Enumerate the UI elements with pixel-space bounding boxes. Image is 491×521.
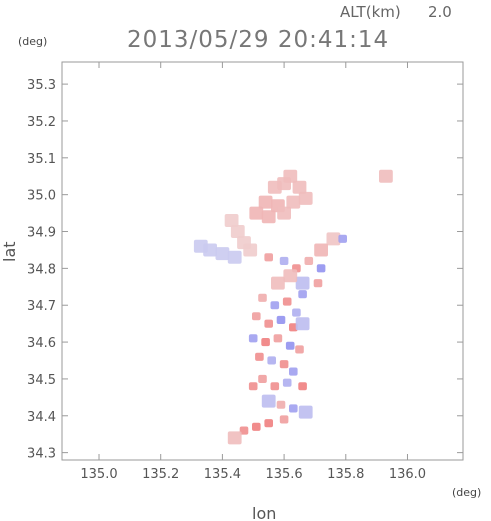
echo-cell	[289, 323, 298, 332]
echo-cell	[249, 206, 264, 220]
echo-cell	[248, 334, 258, 343]
y-tick-label: 34.4	[27, 410, 56, 425]
echo-cell	[255, 352, 264, 361]
y-tick-label: 35.1	[27, 152, 56, 167]
echo-cell	[215, 247, 230, 261]
echo-cell	[298, 290, 307, 299]
plot-frame	[61, 61, 464, 461]
x-tick-label: 135.4	[204, 467, 241, 482]
x-axis: 135.0 135.2 135.4 135.6 135.8 136.0	[80, 62, 426, 482]
echo-cell	[271, 276, 285, 290]
echo-cell	[227, 250, 242, 264]
echo-cell	[338, 234, 347, 243]
echo-cell	[261, 394, 276, 408]
cells-layer	[193, 169, 393, 445]
echo-cell	[316, 264, 326, 273]
echo-cell	[289, 404, 298, 413]
y-axis: 34.3 34.4 34.5 34.6 34.7 34.8 34.9 35.0 35.1 35.2…	[27, 78, 463, 462]
echo-cell	[276, 400, 286, 409]
y-tick-label: 35.3	[27, 78, 56, 93]
echo-cell	[243, 243, 258, 257]
echo-cell	[239, 426, 249, 435]
echo-cell	[224, 214, 239, 227]
echo-cell	[267, 180, 282, 194]
x-tick-label: 135.6	[265, 467, 302, 482]
x-unit-label: (deg)	[452, 486, 481, 499]
echo-cell	[326, 232, 341, 246]
echo-cell	[276, 315, 286, 324]
echo-cell	[270, 301, 280, 310]
echo-cell	[298, 405, 313, 419]
echo-cell	[279, 415, 289, 424]
echo-cell	[295, 317, 310, 331]
echo-cell	[270, 382, 280, 391]
echo-cell	[282, 378, 292, 387]
echo-cell	[313, 279, 323, 288]
echo-cell	[261, 338, 270, 347]
echo-cell	[273, 334, 283, 343]
chart-title: 2013/05/29 20:41:14	[127, 27, 389, 53]
echo-cell	[298, 382, 307, 391]
echo-cell	[258, 293, 267, 302]
x-tick-label: 135.8	[327, 467, 364, 482]
echo-cell	[298, 191, 313, 205]
y-tick-label: 34.6	[27, 336, 56, 351]
y-tick-label: 34.7	[27, 299, 56, 314]
header: ALT(km) 2.0 2013/05/29 20:41:14 (deg) (d…	[18, 3, 481, 499]
echo-cell	[252, 312, 261, 321]
echo-cell	[285, 341, 295, 350]
echo-cell	[283, 169, 298, 183]
y-tick-label: 34.9	[27, 226, 56, 241]
echo-cell	[292, 180, 307, 194]
plot-area: 135.0 135.2 135.4 135.6 135.8 136.0 34.334.43…	[27, 61, 464, 482]
echo-cell	[261, 210, 276, 224]
echo-cell	[289, 367, 298, 376]
y-axis-label: lat	[0, 241, 19, 262]
echo-cell	[304, 256, 314, 265]
echo-cell	[277, 206, 291, 220]
echo-cell	[283, 269, 298, 283]
echo-cell	[314, 243, 328, 257]
echo-cell	[248, 382, 258, 391]
y-tick-label: 34.8	[27, 262, 56, 277]
echo-cell	[267, 356, 276, 365]
y-tick-label: 35.0	[27, 189, 56, 204]
echo-cell	[258, 195, 273, 209]
echo-cell	[295, 345, 304, 354]
echo-cell	[286, 195, 301, 209]
y-tick-label: 34.3	[27, 447, 56, 462]
x-tick-label: 135.0	[80, 467, 117, 482]
altitude-label: ALT(km)	[340, 3, 401, 21]
echo-cell	[379, 169, 393, 183]
echo-cell	[258, 374, 267, 383]
echo-cell	[227, 431, 242, 445]
echo-cell	[264, 319, 273, 328]
echo-cell	[264, 419, 273, 428]
echo-cell	[193, 239, 208, 253]
echo-cell	[292, 308, 301, 317]
echo-cell	[230, 225, 245, 238]
altitude-value: 2.0	[428, 3, 452, 21]
x-tick-label: 135.2	[142, 467, 179, 482]
echo-cell	[279, 256, 289, 265]
y-unit-label: (deg)	[18, 35, 47, 48]
x-tick-label: 136.0	[389, 467, 426, 482]
x-axis-label: lon	[252, 504, 276, 521]
y-tick-label: 34.5	[27, 373, 56, 388]
echo-cell	[279, 360, 289, 369]
echo-cell	[252, 422, 261, 431]
echo-cell	[264, 253, 273, 262]
echo-cell	[295, 276, 310, 290]
y-tick-label: 35.2	[27, 115, 56, 130]
echo-cell	[282, 297, 292, 306]
